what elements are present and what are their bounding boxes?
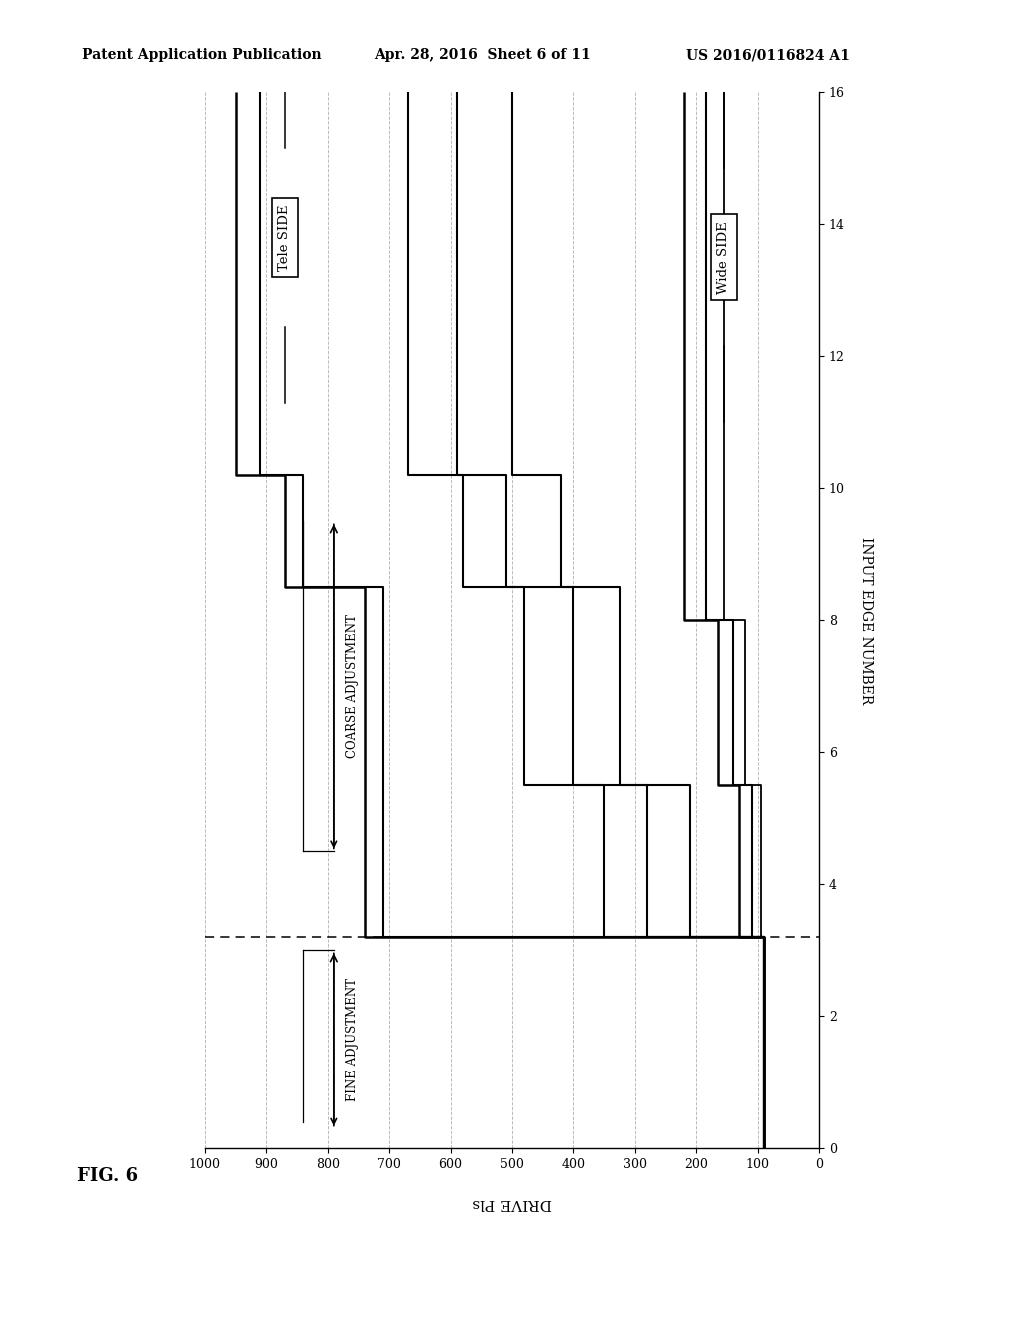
X-axis label: DRIVE Pls: DRIVE Pls	[472, 1196, 552, 1210]
Text: Apr. 28, 2016  Sheet 6 of 11: Apr. 28, 2016 Sheet 6 of 11	[374, 49, 591, 62]
Text: US 2016/0116824 A1: US 2016/0116824 A1	[686, 49, 850, 62]
Text: FIG. 6: FIG. 6	[77, 1167, 138, 1185]
Text: Wide SIDE: Wide SIDE	[718, 220, 730, 294]
Text: FINE ADJUSTMENT: FINE ADJUSTMENT	[346, 978, 358, 1101]
Text: Tele SIDE: Tele SIDE	[279, 205, 291, 271]
Text: COARSE ADJUSTMENT: COARSE ADJUSTMENT	[346, 615, 358, 758]
Text: Patent Application Publication: Patent Application Publication	[82, 49, 322, 62]
Y-axis label: INPUT EDGE NUMBER: INPUT EDGE NUMBER	[859, 537, 872, 704]
